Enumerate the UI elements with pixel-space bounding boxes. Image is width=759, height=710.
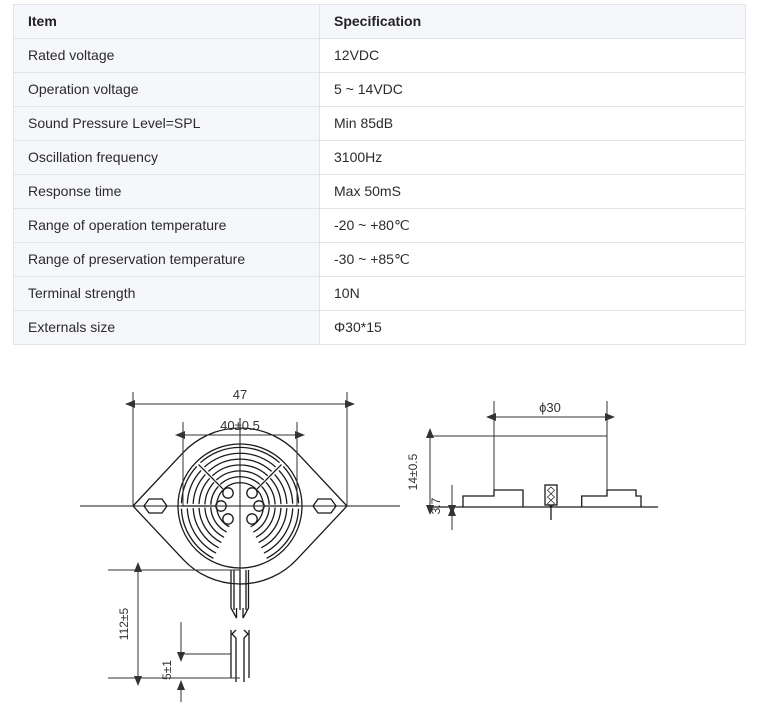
svg-text:5±1: 5±1 xyxy=(160,660,174,680)
svg-text:14±0.5: 14±0.5 xyxy=(406,453,420,490)
svg-text:3.7: 3.7 xyxy=(429,497,443,514)
svg-text:40±0.5: 40±0.5 xyxy=(220,418,260,433)
svg-text:112±5: 112±5 xyxy=(117,607,131,640)
svg-text:47: 47 xyxy=(233,387,247,402)
svg-text:ϕ30: ϕ30 xyxy=(539,400,561,415)
